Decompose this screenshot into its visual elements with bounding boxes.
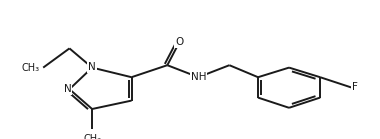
Text: N: N [88,62,96,72]
Text: NH: NH [191,72,206,82]
Text: O: O [175,37,184,47]
Text: N: N [63,84,71,94]
Text: CH₃: CH₃ [21,63,39,73]
Text: F: F [352,82,358,92]
Text: CH₃: CH₃ [83,134,101,139]
